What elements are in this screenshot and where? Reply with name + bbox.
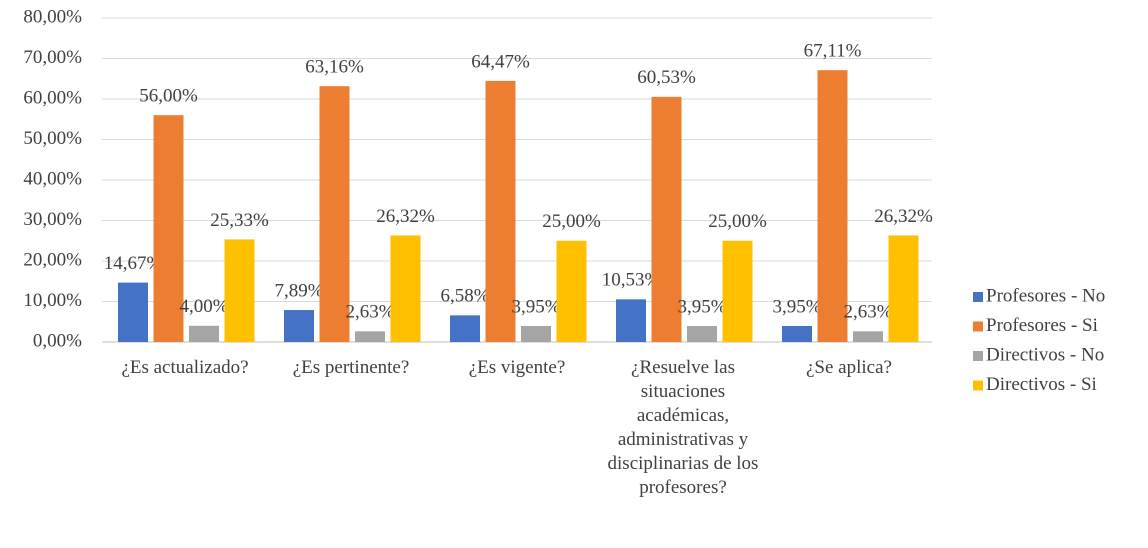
- data-label: 67,11%: [804, 41, 862, 62]
- bar: [616, 299, 646, 342]
- bar: [284, 310, 314, 342]
- legend-swatch: [973, 380, 983, 391]
- data-label: 2,63%: [843, 302, 892, 323]
- bar: [853, 331, 883, 342]
- y-tick-label: 0,00%: [33, 330, 82, 351]
- data-label: 60,53%: [637, 67, 696, 88]
- x-tick-label: ¿Se aplica?: [806, 357, 892, 378]
- data-label: 14,67%: [104, 253, 163, 274]
- bar: [687, 326, 717, 342]
- bar: [556, 240, 587, 342]
- bar: [485, 80, 516, 343]
- data-label: 3,95%: [772, 296, 821, 317]
- data-label: 3,95%: [677, 296, 726, 317]
- data-label: 26,32%: [376, 206, 435, 227]
- y-tick-label: 80,00%: [23, 6, 82, 27]
- bar: [782, 326, 812, 342]
- y-tick-label: 10,00%: [23, 290, 82, 311]
- y-tick-label: 40,00%: [23, 168, 82, 189]
- data-label: 6,58%: [440, 286, 489, 307]
- data-label: 3,95%: [511, 296, 560, 317]
- data-label: 25,00%: [708, 211, 767, 232]
- legend-swatch: [973, 321, 983, 332]
- bar: [722, 240, 753, 342]
- data-label: 4,00%: [179, 296, 228, 317]
- data-label: 56,00%: [139, 86, 198, 107]
- data-label: 7,89%: [274, 280, 323, 301]
- y-tick-label: 60,00%: [23, 87, 82, 108]
- data-label: 2,63%: [345, 302, 394, 323]
- legend-label: Directivos - Si: [986, 374, 1097, 395]
- legend-label: Profesores - Si: [986, 315, 1098, 336]
- x-tick-label: ¿Resuelve las situaciones académicas, ad…: [607, 357, 759, 498]
- y-tick-label: 20,00%: [23, 249, 82, 270]
- bar: [153, 115, 184, 342]
- legend-label: Profesores - No: [986, 285, 1105, 306]
- bar: [651, 96, 682, 342]
- data-label: 26,32%: [874, 206, 933, 227]
- bar: [118, 282, 148, 342]
- data-label: 64,47%: [471, 51, 530, 72]
- bar: [888, 235, 919, 342]
- x-tick-label: ¿Es pertinente?: [292, 357, 410, 378]
- bar: [355, 331, 385, 342]
- data-label: 63,16%: [305, 57, 364, 78]
- data-label: 25,00%: [542, 211, 601, 232]
- data-label: 10,53%: [602, 270, 661, 291]
- bar: [224, 239, 255, 342]
- y-tick-label: 50,00%: [23, 128, 82, 149]
- bar: [450, 315, 480, 342]
- y-tick-label: 30,00%: [23, 209, 82, 230]
- legend-label: Directivos - No: [986, 344, 1104, 365]
- x-tick-label: ¿Es actualizado?: [121, 357, 249, 378]
- bar: [319, 86, 350, 343]
- bar: [390, 235, 421, 342]
- bar: [189, 325, 219, 342]
- legend-swatch: [973, 292, 983, 302]
- y-tick-label: 70,00%: [23, 47, 82, 68]
- bar: [521, 326, 551, 342]
- x-tick-label: ¿Es vigente?: [468, 357, 566, 378]
- data-label: 25,33%: [210, 210, 269, 231]
- bar: [817, 70, 848, 342]
- legend-swatch: [973, 351, 983, 361]
